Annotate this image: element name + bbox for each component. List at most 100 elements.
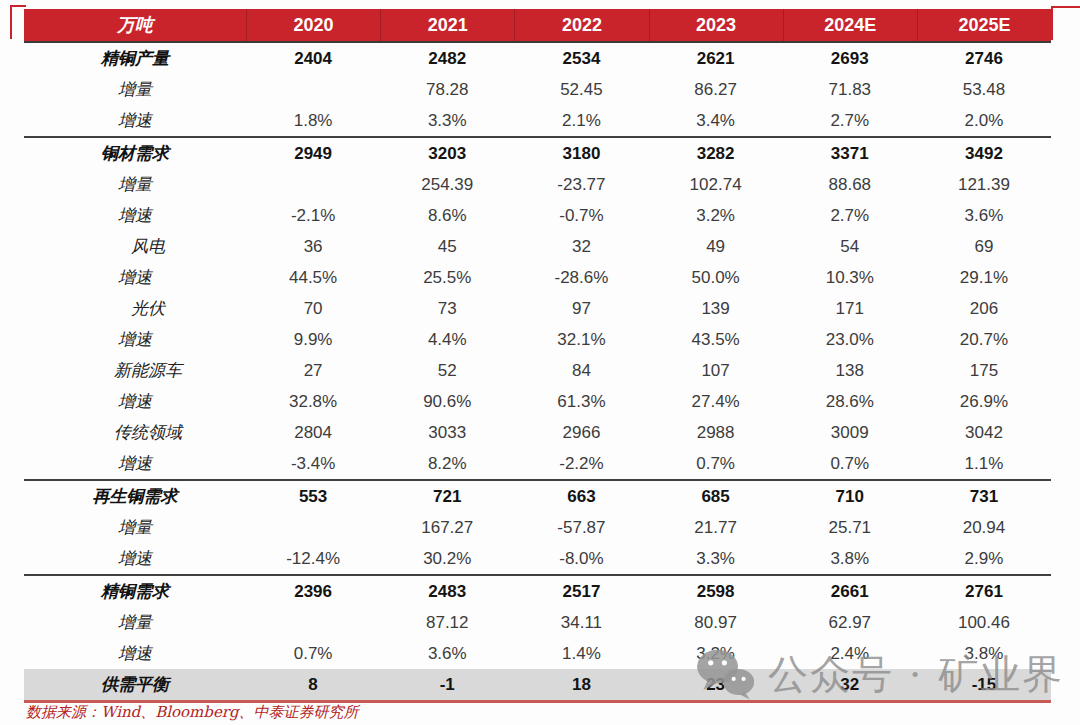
cell-value: 2.4% [783,638,917,669]
cell-value: 2.1% [514,105,648,136]
data-source-note: 数据来源：Wind、Bloomberg、中泰证券研究所 [26,703,359,722]
cell-value: 2804 [246,417,380,448]
cell-value: 90.6% [380,386,514,417]
cell-value: 2.7% [783,105,917,136]
cell-value: 27.4% [649,386,783,417]
cell-value: 2949 [246,138,380,169]
column-header-2023: 2023 [649,9,783,41]
cell-value: 553 [246,481,380,512]
cell-value: 1.1% [917,448,1051,479]
row-label: 增量 [24,607,246,638]
cell-value: 25.71 [783,512,917,543]
cell-value: -3.4% [246,448,380,479]
cell-value: -57.87 [514,512,648,543]
cell-value: 2482 [380,43,514,74]
cell-value: 34.11 [514,607,648,638]
cell-value: 29.1% [917,262,1051,293]
cell-value: 8 [246,669,380,700]
cell-value: 2534 [514,43,648,74]
table-row: 新能源车275284107138175 [24,355,1051,386]
cell-value: 2396 [246,576,380,607]
column-header-2021: 2021 [380,9,514,41]
cell-value: 3033 [380,417,514,448]
cell-value: -12.4% [246,543,380,574]
table-row: 供需平衡8-1182332-15 [24,669,1051,700]
table-row: 精铜需求239624832517259826612761 [24,576,1051,607]
table-row: 增速1.8%3.3%2.1%3.4%2.7%2.0% [24,105,1051,136]
cell-value: 3.2% [649,638,783,669]
cell-value: 721 [380,481,514,512]
cell-value [246,74,380,105]
table-row: 增速-12.4%30.2%-8.0%3.3%3.8%2.9% [24,543,1051,574]
cell-value: 2988 [649,417,783,448]
cell-value: 3203 [380,138,514,169]
cell-value: 45 [380,231,514,262]
table-row: 增速-2.1%8.6%-0.7%3.2%2.7%3.6% [24,200,1051,231]
row-label: 风电 [24,231,246,262]
cell-value: 53.48 [917,74,1051,105]
cell-value: 3.3% [380,105,514,136]
cell-value: 121.39 [917,169,1051,200]
table-row: 光伏707397139171206 [24,293,1051,324]
row-label: 精铜需求 [24,576,246,607]
cell-value: 3042 [917,417,1051,448]
table-row: 增量78.2852.4586.2771.8353.48 [24,74,1051,105]
cell-value: 0.7% [783,448,917,479]
cell-value: 2621 [649,43,783,74]
cell-value [246,169,380,200]
cell-value: 0.7% [246,638,380,669]
cell-value: 20.7% [917,324,1051,355]
cell-value: 52 [380,355,514,386]
cell-value: 50.0% [649,262,783,293]
cell-value: 102.74 [649,169,783,200]
cell-value: 107 [649,355,783,386]
cell-value: 97 [514,293,648,324]
cell-value [246,512,380,543]
row-label: 增速 [24,448,246,479]
cell-value: 61.3% [514,386,648,417]
cell-value: -2.2% [514,448,648,479]
cell-value: 3492 [917,138,1051,169]
cell-value: -2.1% [246,200,380,231]
cell-value: 2746 [917,43,1051,74]
row-label: 铜材需求 [24,138,246,169]
cell-value: 2966 [514,417,648,448]
cell-value: 206 [917,293,1051,324]
cell-value: 167.27 [380,512,514,543]
cell-value: -15 [917,669,1051,700]
table-row: 风电364532495469 [24,231,1051,262]
cell-value: 54 [783,231,917,262]
cell-value: 8.6% [380,200,514,231]
row-label: 传统领域 [24,417,246,448]
cell-value: 10.3% [783,262,917,293]
cell-value: 32.1% [514,324,648,355]
cell-value: 32 [514,231,648,262]
cell-value: 2.7% [783,200,917,231]
table-row: 增量167.27-57.8721.7725.7120.94 [24,512,1051,543]
row-label: 增速 [24,262,246,293]
cell-value: 87.12 [380,607,514,638]
cell-value: 69 [917,231,1051,262]
row-label: 增速 [24,324,246,355]
cell-value: 84 [514,355,648,386]
cell-value: 175 [917,355,1051,386]
cell-value: 70 [246,293,380,324]
cell-value: 2693 [783,43,917,74]
cell-value: -1 [380,669,514,700]
cell-value: 3.2% [649,200,783,231]
unit-header-cell: 万吨 [24,9,246,41]
frame-corner-top-right-v [1051,6,1053,40]
copper-supply-demand-table: 万吨 20202021202220232024E2025E 精铜产量240424… [24,9,1051,703]
cell-value: 3.6% [917,200,1051,231]
cell-value: -23.77 [514,169,648,200]
cell-value: 36 [246,231,380,262]
cell-value: 49 [649,231,783,262]
cell-value: 88.68 [783,169,917,200]
cell-value: 2483 [380,576,514,607]
table-row: 增速44.5%25.5%-28.6%50.0%10.3%29.1% [24,262,1051,293]
row-label: 增速 [24,638,246,669]
cell-value: 2761 [917,576,1051,607]
cell-value: 685 [649,481,783,512]
cell-value: 43.5% [649,324,783,355]
row-label: 新能源车 [24,355,246,386]
